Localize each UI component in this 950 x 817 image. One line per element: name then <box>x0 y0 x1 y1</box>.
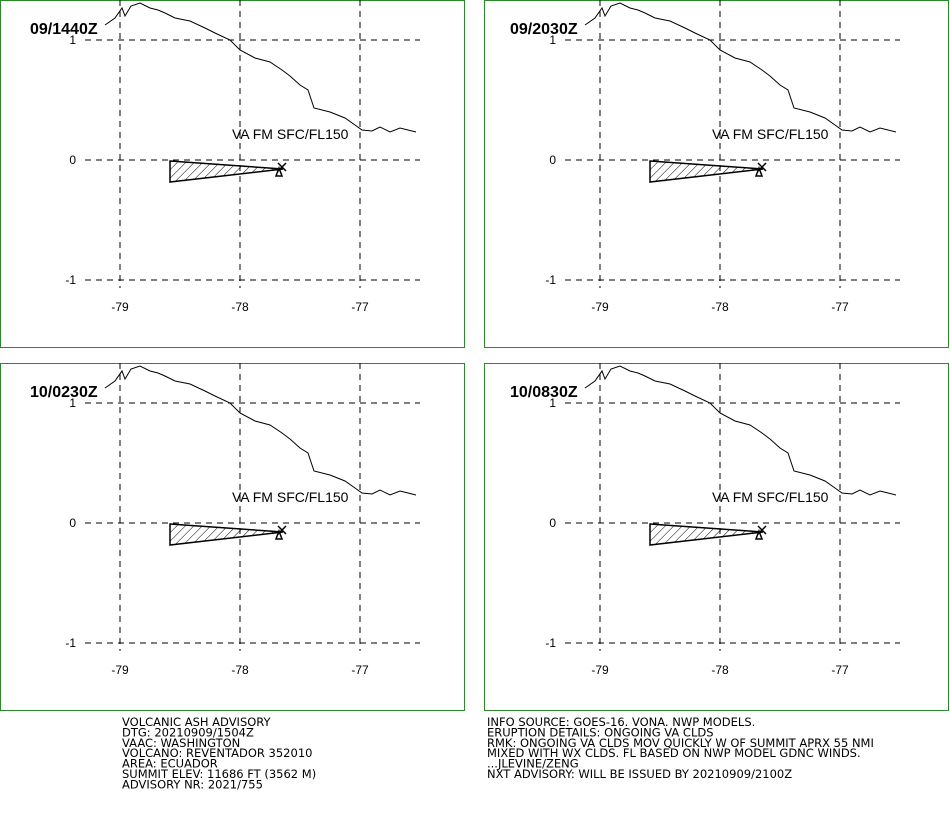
coastline <box>584 365 897 496</box>
ash-polygon <box>649 523 764 546</box>
volcano-marker <box>754 165 764 177</box>
lon-label: -79 <box>591 663 609 677</box>
ash-area <box>169 523 287 546</box>
ash-label: VA FM SFC/FL150 <box>232 126 349 142</box>
coastline <box>104 2 417 133</box>
lat-label: -1 <box>545 636 556 650</box>
volcano-x <box>757 525 767 535</box>
advisory-line: RMK: ONGOING VA CLDS MOV QUICKLY W OF SU… <box>487 736 874 750</box>
volcano-x <box>277 525 287 535</box>
volcano-x <box>277 162 287 172</box>
map-panel: -79 -78 -77 1 0 -1 10/0830Z VA FM SFC/FL150 <box>484 363 949 711</box>
advisory-line: ADVISORY NR: 2021/755 <box>122 777 263 791</box>
advisory-line: VOLCANO: REVENTADOR 352010 <box>122 746 312 760</box>
volcano-x <box>757 162 767 172</box>
lon-label: -79 <box>111 300 129 314</box>
ash-area <box>649 160 767 183</box>
advisory-line: INFO SOURCE: GOES-16. VONA. NWP MODELS. <box>487 715 755 729</box>
map-panel: -79 -78 -77 1 0 -1 10/0230Z VA FM SFC/FL150 <box>0 363 465 711</box>
valid-time: 10/0230Z <box>30 384 98 401</box>
volcano-marker <box>754 528 764 540</box>
lat-label: 0 <box>69 516 76 530</box>
valid-time: 10/0830Z <box>510 384 578 401</box>
map-panel: -79 -78 -77 1 0 -1 09/2030Z VA FM SFC/FL150 <box>484 0 949 348</box>
lat-label: 1 <box>69 396 76 410</box>
lat-label: 1 <box>549 33 556 47</box>
valid-time: 09/2030Z <box>510 21 578 38</box>
lat-label: -1 <box>65 273 76 287</box>
volcano-marker <box>274 165 284 177</box>
map-panel: -79 -78 -77 1 0 -1 09/1440Z VA FM SFC/FL150 <box>0 0 465 348</box>
panel-border <box>0 0 465 348</box>
lat-label: 1 <box>549 396 556 410</box>
lon-label: -78 <box>711 663 729 677</box>
lon-label: -77 <box>831 300 849 314</box>
lon-label: -78 <box>231 663 249 677</box>
advisory-line: ERUPTION DETAILS: ONGOING VA CLDS <box>487 725 714 739</box>
panel-border <box>484 363 949 711</box>
lat-label: -1 <box>545 273 556 287</box>
lat-label: -1 <box>65 636 76 650</box>
advisory-line: MIXED WITH WX CLDS. FL BASED ON NWP MODE… <box>487 746 861 760</box>
ash-label: VA FM SFC/FL150 <box>712 489 829 505</box>
lon-label: -79 <box>111 663 129 677</box>
advisory-line: ...JLEVINE/ZENG <box>487 757 579 771</box>
ash-label: VA FM SFC/FL150 <box>232 489 349 505</box>
advisory-line: VAAC: WASHINGTON <box>122 736 240 750</box>
advisory-line: NXT ADVISORY: WILL BE ISSUED BY 20210909… <box>487 767 792 781</box>
valid-time: 09/1440Z <box>30 21 98 38</box>
lon-label: -77 <box>831 663 849 677</box>
coastline <box>584 2 897 133</box>
coastline <box>104 365 417 496</box>
lat-label: 0 <box>549 153 556 167</box>
ash-polygon <box>169 160 284 183</box>
ash-polygon <box>649 160 764 183</box>
lon-label: -78 <box>231 300 249 314</box>
advisory-line: AREA: ECUADOR <box>122 757 218 771</box>
lon-label: -79 <box>591 300 609 314</box>
advisory-line: SUMMIT ELEV: 11686 FT (3562 M) <box>122 767 316 781</box>
ash-area <box>649 523 767 546</box>
lat-label: 0 <box>549 516 556 530</box>
lon-label: -77 <box>351 300 369 314</box>
advisory-line: VOLCANIC ASH ADVISORY <box>122 715 272 729</box>
advisory-line: DTG: 20210909/1504Z <box>122 725 254 739</box>
lon-label: -77 <box>351 663 369 677</box>
ash-area <box>169 160 287 183</box>
volcano-marker <box>274 528 284 540</box>
lat-label: 0 <box>69 153 76 167</box>
lon-label: -78 <box>711 300 729 314</box>
panel-border <box>484 0 949 348</box>
lat-label: 1 <box>69 33 76 47</box>
ash-label: VA FM SFC/FL150 <box>712 126 829 142</box>
ash-polygon <box>169 523 284 546</box>
panel-border <box>0 363 465 711</box>
